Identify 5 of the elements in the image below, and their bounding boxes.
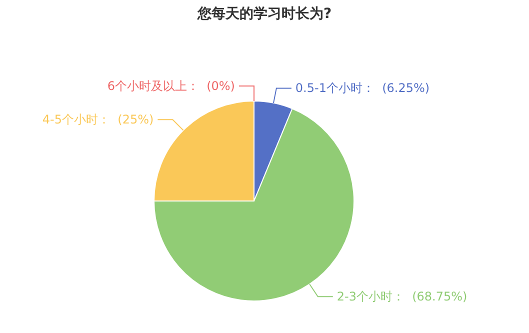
slice-label: 4-5个小时： (25%)	[42, 112, 154, 127]
slice-label: 2-3个小时： (68.75%)	[336, 290, 468, 304]
slice-label: 0.5-1个小时： (6.25%)	[295, 81, 430, 96]
legend-label: 6个小时及以上： (0%)	[107, 79, 235, 93]
chart-title: 您每天的学习时长为?	[196, 6, 332, 22]
